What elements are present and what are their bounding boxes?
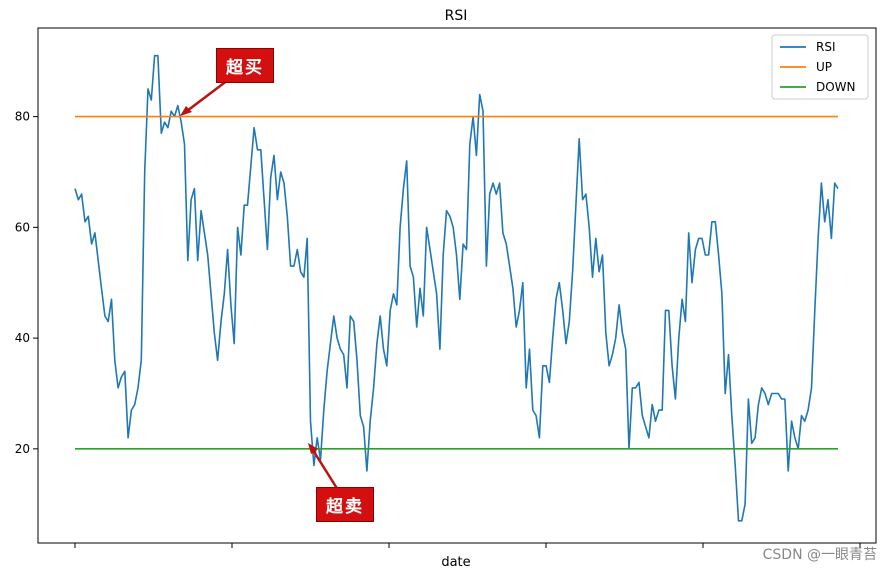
chart-title: RSI bbox=[445, 8, 468, 24]
overbought-arrow bbox=[182, 79, 229, 115]
x-axis-label: date bbox=[441, 555, 470, 570]
plot-frame bbox=[37, 27, 877, 544]
y-axis: 20 40 60 80 bbox=[15, 110, 38, 456]
oversold-arrow bbox=[309, 446, 340, 491]
y-tick-label-60: 60 bbox=[15, 220, 30, 234]
legend-label-up: UP bbox=[816, 60, 832, 74]
x-axis bbox=[74, 543, 861, 548]
y-tick-label-80: 80 bbox=[15, 110, 30, 124]
legend-label-rsi: RSI bbox=[816, 40, 836, 54]
overbought-annotation: 超买 bbox=[216, 48, 274, 83]
series-rsi-line bbox=[74, 54, 839, 522]
oversold-annotation: 超卖 bbox=[316, 487, 374, 522]
overbought-arrow-head bbox=[180, 106, 192, 116]
watermark: CSDN @一眼青苔 bbox=[762, 547, 877, 563]
series-layer bbox=[74, 54, 839, 522]
legend-box bbox=[771, 34, 869, 100]
y-tick-label-40: 40 bbox=[15, 331, 30, 345]
legend-label-down: DOWN bbox=[816, 80, 856, 94]
y-tick-label-20: 20 bbox=[15, 442, 30, 456]
oversold-arrow-head bbox=[308, 443, 318, 454]
legend: RSI UP DOWN bbox=[771, 34, 869, 100]
